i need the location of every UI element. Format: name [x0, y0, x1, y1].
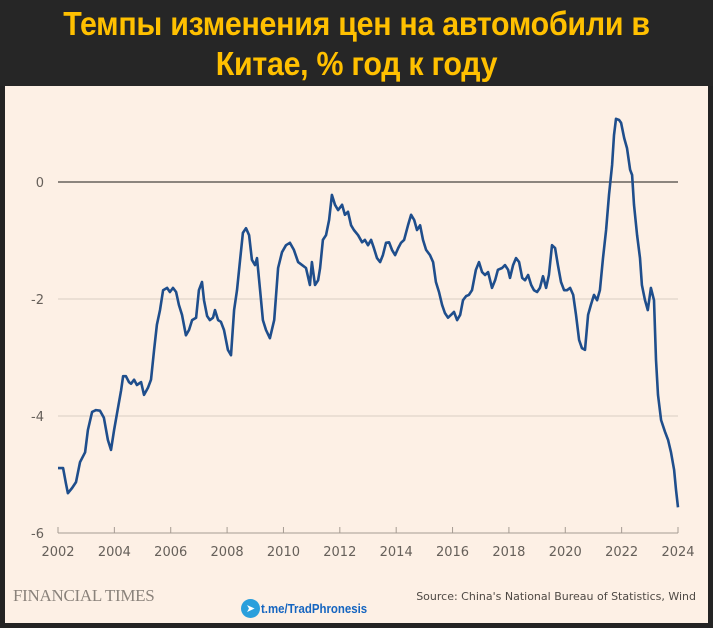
x-tick-label: 2014: [380, 545, 413, 560]
y-tick-label: -4: [31, 410, 44, 425]
chart-title: Темпы изменения цен на автомобили в Кита…: [63, 5, 650, 82]
x-tick-label: 2022: [605, 545, 638, 560]
source-note: Source: China's National Bureau of Stati…: [416, 590, 696, 603]
x-tick-label: 2018: [492, 545, 525, 560]
financial-times-logo: FINANCIAL TIMES: [13, 586, 155, 605]
series-line: [58, 117, 680, 508]
x-tick-label: 2008: [211, 545, 244, 560]
x-tick-label: 2020: [549, 545, 582, 560]
y-tick-label: -6: [31, 527, 44, 542]
x-tick-label: 2006: [154, 545, 187, 560]
header: Темпы изменения цен на автомобили в Кита…: [0, 0, 713, 86]
x-tick-label: 2012: [323, 545, 356, 560]
x-tick-label: 2002: [41, 545, 74, 560]
telegram-icon: ➤: [241, 599, 260, 618]
telegram-link-text[interactable]: t.me/TradPhronesis: [261, 601, 368, 616]
x-tick-label: 2016: [436, 545, 469, 560]
y-tick-label: 0: [36, 176, 44, 191]
y-tick-label: -2: [31, 293, 44, 308]
x-tick-label: 2010: [267, 545, 300, 560]
telegram-link[interactable]: ➤ t.me/TradPhronesis: [241, 599, 382, 618]
x-tick-label: 2004: [98, 545, 131, 560]
x-tick-label: 2024: [661, 545, 694, 560]
